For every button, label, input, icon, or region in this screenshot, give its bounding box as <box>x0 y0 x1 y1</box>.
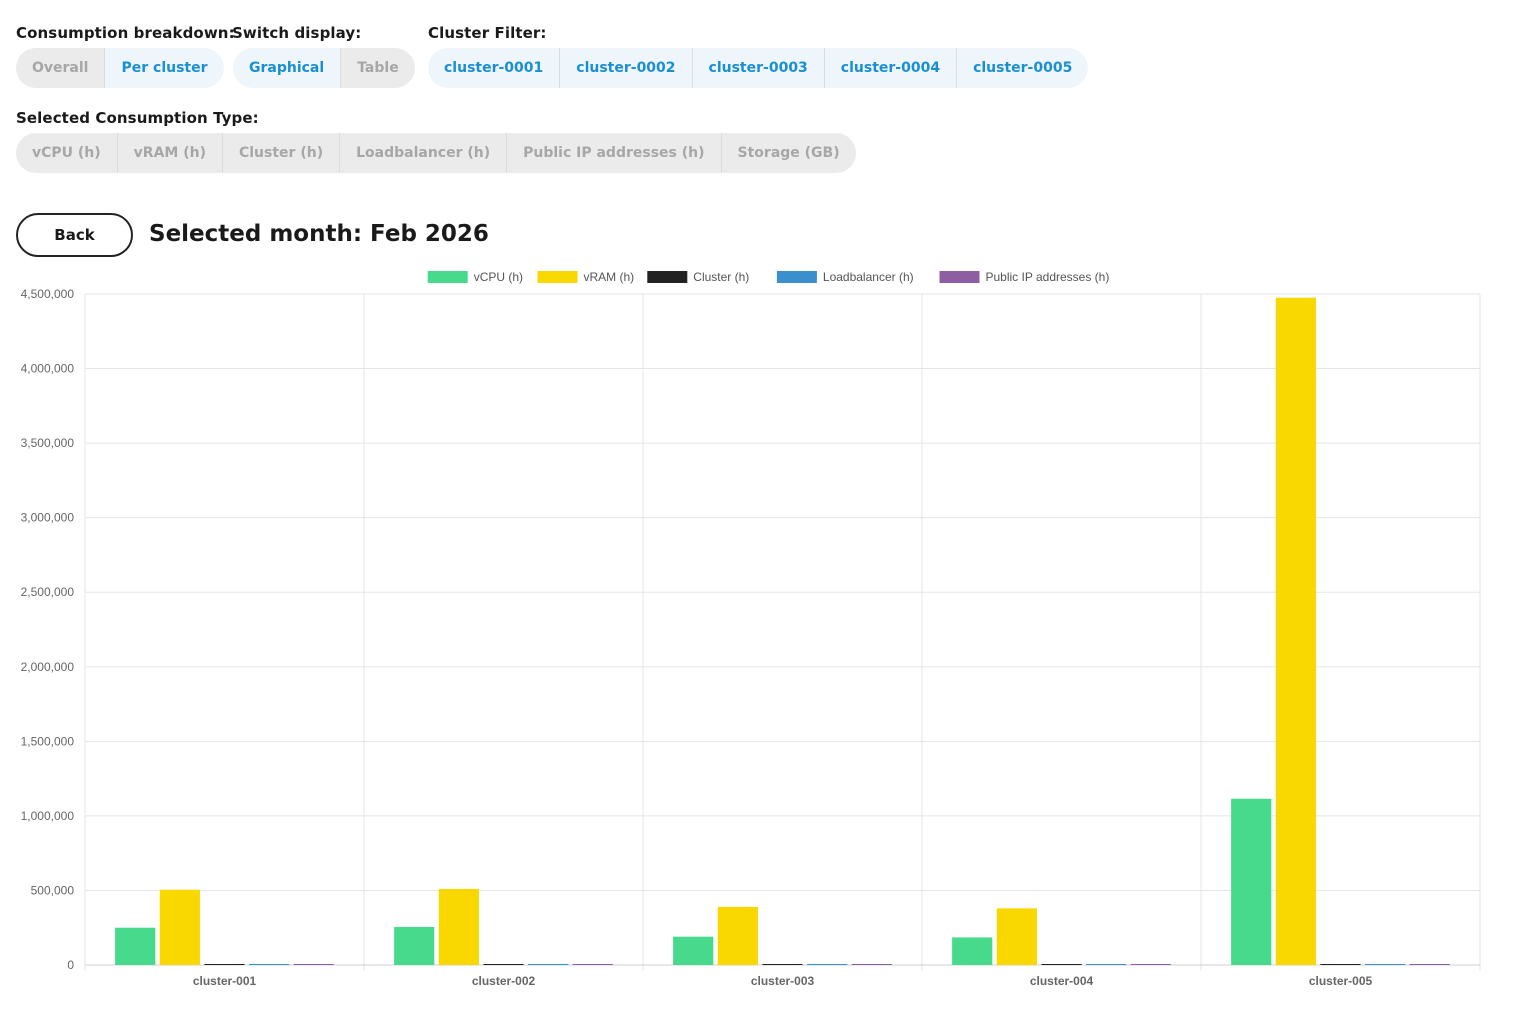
option-vram-h[interactable]: vRAM (h) <box>117 133 223 173</box>
legend-swatch <box>647 271 688 283</box>
option-cluster-0001[interactable]: cluster-0001 <box>428 48 561 88</box>
y-tick-label: 1,500,000 <box>21 734 75 748</box>
x-tick-label: cluster-002 <box>472 974 536 988</box>
y-tick-label: 2,500,000 <box>21 585 75 599</box>
bar <box>807 964 848 965</box>
option-graphical[interactable]: Graphical <box>233 48 342 88</box>
option-cluster-h[interactable]: Cluster (h) <box>222 133 341 173</box>
bar <box>717 906 758 965</box>
y-tick-label: 4,500,000 <box>21 287 75 301</box>
x-tick-label: cluster-003 <box>751 974 815 988</box>
bar <box>952 937 993 965</box>
option-storage-gb[interactable]: Storage (GB) <box>721 133 856 173</box>
bar <box>572 964 613 965</box>
cluster-filter-toggle: cluster-0001 cluster-0002 cluster-0003 clus… <box>428 48 1089 88</box>
option-overall[interactable]: Overall <box>16 48 106 88</box>
legend-swatch <box>427 271 468 283</box>
legend-label: vCPU (h) <box>474 270 523 284</box>
bar <box>1409 964 1450 965</box>
bar <box>673 936 714 965</box>
bar <box>1365 964 1406 965</box>
bar <box>528 964 569 965</box>
y-tick-label: 0 <box>67 958 74 972</box>
y-tick-label: 3,500,000 <box>21 436 75 450</box>
bar <box>1041 964 1082 965</box>
legend-swatch <box>776 271 817 283</box>
consumption-bar-chart: 4,500,000 4,000,000 3,500,000 3,000,000 2,50… <box>21 270 1481 988</box>
selected-month-title: Selected month: Feb 2026 <box>149 221 489 247</box>
option-vcpu-h[interactable]: vCPU (h) <box>16 133 118 173</box>
bar <box>1130 964 1171 965</box>
bar <box>851 964 892 965</box>
bar <box>1275 297 1316 965</box>
legend-label: vRAM (h) <box>584 270 635 284</box>
bar <box>1231 798 1272 965</box>
legend-swatch <box>939 271 980 283</box>
option-loadbalancer-h[interactable]: Loadbalancer (h) <box>340 133 508 173</box>
legend-label: Loadbalancer (h) <box>823 270 914 284</box>
bar <box>483 964 524 965</box>
y-tick-label: 4,000,000 <box>21 362 75 376</box>
x-tick-label: cluster-001 <box>193 974 257 988</box>
option-table[interactable]: Table <box>341 48 415 88</box>
breakdown-label: Consumption breakdown: <box>16 24 235 42</box>
option-cluster-0005[interactable]: cluster-0005 <box>957 48 1089 88</box>
x-tick-label: cluster-005 <box>1309 974 1373 988</box>
bar <box>159 889 200 965</box>
cluster-filter-label: Cluster Filter: <box>428 24 547 42</box>
bar <box>249 964 290 965</box>
option-cluster-0002[interactable]: cluster-0002 <box>560 48 693 88</box>
option-per-cluster[interactable]: Per cluster <box>105 48 224 88</box>
legend-swatch <box>537 271 578 283</box>
y-tick-label: 3,000,000 <box>21 511 75 525</box>
bar <box>394 926 435 965</box>
bar <box>762 964 803 965</box>
consumption-type-label: Selected Consumption Type: <box>16 109 259 127</box>
option-public-ip-addresses-h[interactable]: Public IP addresses (h) <box>507 133 722 173</box>
y-tick-label: 500,000 <box>31 883 75 897</box>
bar <box>996 908 1037 965</box>
bar <box>438 888 479 965</box>
option-cluster-0004[interactable]: cluster-0004 <box>824 48 958 88</box>
breakdown-toggle: Overall Per cluster <box>16 48 224 88</box>
back-button[interactable]: Back <box>16 213 133 257</box>
bar <box>204 964 245 965</box>
legend-label: Public IP addresses (h) <box>986 270 1110 284</box>
display-label: Switch display: <box>232 24 362 42</box>
bar <box>293 964 334 965</box>
y-tick-label: 2,000,000 <box>21 660 75 674</box>
consumption-type-toggle: vCPU (h) vRAM (h) Cluster (h) Loadbalancer … <box>16 133 856 173</box>
y-tick-label: 1,000,000 <box>21 809 75 823</box>
bar <box>1086 964 1127 965</box>
bar <box>1320 964 1361 965</box>
legend-label: Cluster (h) <box>693 270 749 284</box>
bar <box>115 927 156 965</box>
x-tick-label: cluster-004 <box>1030 974 1094 988</box>
option-cluster-0003[interactable]: cluster-0003 <box>692 48 825 88</box>
display-toggle: Graphical Table <box>233 48 415 88</box>
